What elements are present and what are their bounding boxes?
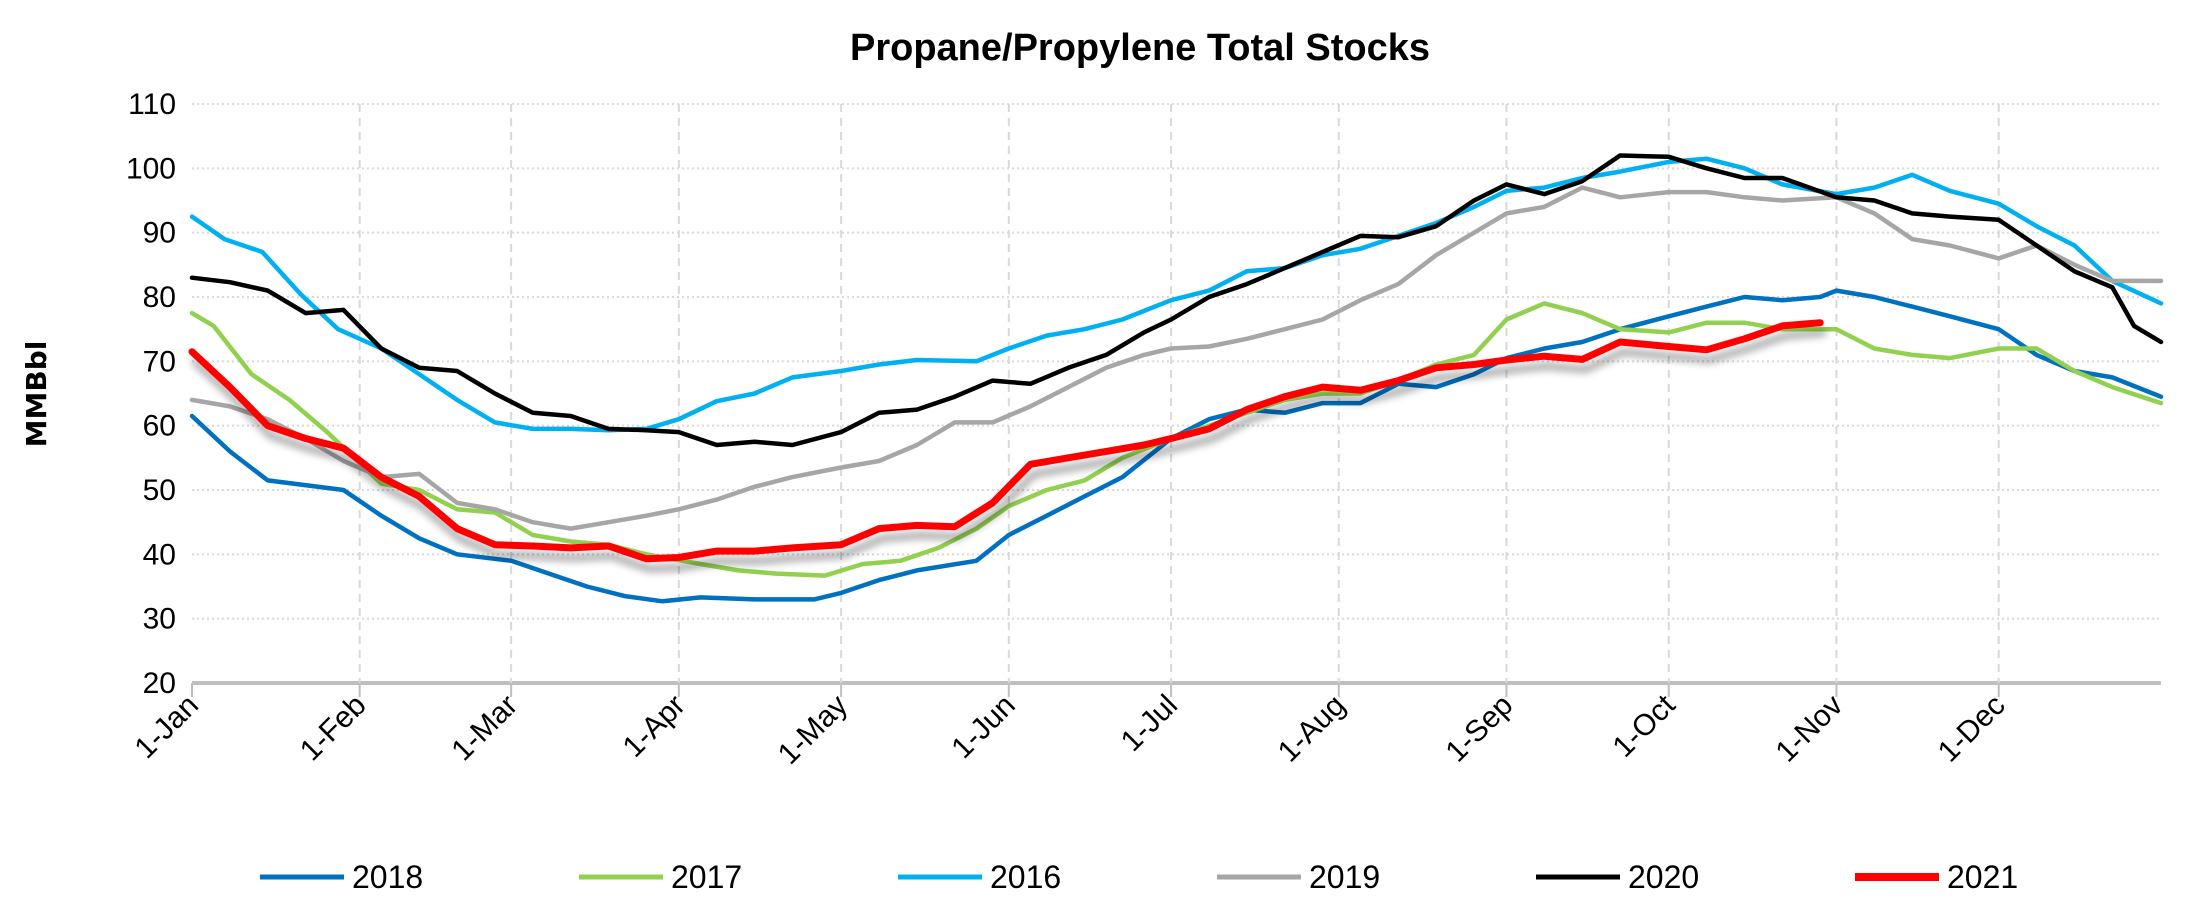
y-tick-label: 100 xyxy=(126,152,176,185)
x-tick-label: 1-Jun xyxy=(945,689,1021,765)
x-tick-label: 1-Sep xyxy=(1439,689,1519,769)
x-tick-label: 1-Oct xyxy=(1606,688,1682,764)
series-line-2018 xyxy=(189,288,2164,604)
legend-label-2017: 2017 xyxy=(671,859,742,895)
y-tick-label: 60 xyxy=(143,410,176,443)
x-tick-label: 1-Dec xyxy=(1932,689,2012,769)
series-line-2020 xyxy=(189,153,2164,448)
y-tick-label: 20 xyxy=(143,667,176,700)
series-line-2021 xyxy=(188,319,1824,563)
series-lines xyxy=(188,153,2164,604)
legend-label-2018: 2018 xyxy=(352,859,423,895)
gridlines xyxy=(191,103,2161,697)
y-tick-label: 80 xyxy=(143,281,176,314)
x-tick-label: 1-Jul xyxy=(1115,689,1184,758)
legend-label-2021: 2021 xyxy=(1947,859,2018,895)
x-axis-ticks: 1-Jan 1-Feb 1-Mar 1-Apr 1-May 1-Jun 1-Jul 1-Aug… xyxy=(129,688,2012,771)
y-axis-label: MMBbl xyxy=(20,341,53,448)
legend-label-2019: 2019 xyxy=(1309,859,1380,895)
legend-label-2020: 2020 xyxy=(1628,859,1699,895)
x-tick-label: 1-Nov xyxy=(1769,689,1849,769)
y-tick-label: 40 xyxy=(143,538,176,571)
x-tick-label: 1-Mar xyxy=(445,689,524,768)
x-tick-label: 1-Feb xyxy=(294,689,373,768)
series-line-2019 xyxy=(189,185,2164,531)
y-tick-label: 50 xyxy=(143,474,176,507)
x-tick-label: 1-May xyxy=(772,689,854,771)
y-tick-label: 30 xyxy=(143,603,176,636)
chart-title: Propane/Propylene Total Stocks xyxy=(850,27,1430,69)
legend: 2018 2017 2016 2019 2020 2021 xyxy=(260,859,2018,895)
x-tick-label: 1-Aug xyxy=(1272,689,1352,769)
x-tick-label: 1-Jan xyxy=(129,689,205,765)
y-tick-label: 110 xyxy=(128,88,176,121)
y-axis-ticks: 20 30 40 50 60 70 80 90 100 110 xyxy=(126,88,176,700)
legend-label-2016: 2016 xyxy=(990,859,1061,895)
y-tick-label: 90 xyxy=(143,217,176,250)
y-tick-label: 70 xyxy=(143,345,176,378)
x-tick-label: 1-Apr xyxy=(617,689,692,764)
